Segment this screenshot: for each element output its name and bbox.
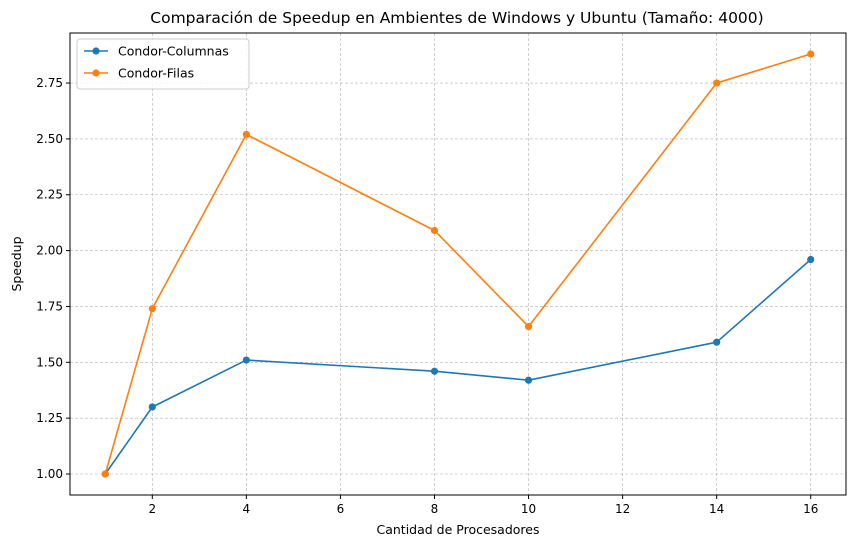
data-point-condor-filas xyxy=(101,470,109,478)
series-line-condor-columnas xyxy=(104,258,812,475)
legend-frame xyxy=(76,38,250,90)
grid-lines xyxy=(70,33,846,495)
data-point-condor-filas xyxy=(713,79,721,87)
x-tick-label: 8 xyxy=(431,502,439,516)
x-tick-label: 16 xyxy=(803,502,818,516)
y-tick-label: 2.50 xyxy=(36,132,63,146)
x-tick-label: 6 xyxy=(337,502,345,516)
data-point-condor-columnas xyxy=(524,376,533,384)
data-point-condor-columnas xyxy=(430,367,439,375)
legend: Condor-Columnas Condor-Filas xyxy=(76,38,250,90)
legend-marker xyxy=(92,47,100,55)
y-tick-label: 1.75 xyxy=(36,299,63,313)
series-condor-filas xyxy=(101,50,815,478)
legend-label: Condor-Columnas xyxy=(118,44,229,59)
y-tick-label: 1.25 xyxy=(36,411,63,425)
x-tick-label: 14 xyxy=(709,502,724,516)
series-line-condor-filas xyxy=(104,53,811,475)
x-tick-label: 10 xyxy=(521,502,536,516)
chart-title: Comparación de Speedup en Ambientes de W… xyxy=(150,9,763,27)
data-point-condor-filas xyxy=(430,226,439,235)
data-point-condor-columnas xyxy=(242,356,250,364)
y-axis-label: Speedup xyxy=(9,236,24,291)
plot-area-frame xyxy=(69,32,847,496)
y-axis-ticks: 1.00 1.25 1.50 1.75 2.00 2.25 2.50 2.75 xyxy=(36,76,70,481)
series-layer xyxy=(101,50,815,478)
y-tick-label: 2.75 xyxy=(36,76,63,90)
data-point-condor-filas xyxy=(148,305,156,313)
data-point-condor-columnas xyxy=(713,338,721,346)
x-tick-label: 12 xyxy=(615,502,630,516)
data-point-condor-columnas xyxy=(148,403,156,411)
legend-label: Condor-Filas xyxy=(118,66,194,81)
data-point-condor-filas xyxy=(807,50,815,58)
data-point-condor-columnas xyxy=(807,255,815,264)
x-axis-ticks: 2 4 6 8 10 12 14 16 xyxy=(148,495,818,516)
y-tick-label: 2.25 xyxy=(36,188,63,202)
x-axis-label: Cantidad de Procesadores xyxy=(376,522,539,537)
y-tick-label: 1.00 xyxy=(36,467,63,481)
series-condor-columnas xyxy=(101,255,815,478)
x-tick-label: 4 xyxy=(243,502,251,516)
data-point-condor-filas xyxy=(242,130,250,139)
y-tick-label: 1.50 xyxy=(36,355,63,369)
y-tick-label: 2.00 xyxy=(36,244,63,258)
legend-marker xyxy=(92,69,100,77)
data-point-condor-filas xyxy=(524,322,533,331)
x-tick-label: 2 xyxy=(148,502,156,516)
